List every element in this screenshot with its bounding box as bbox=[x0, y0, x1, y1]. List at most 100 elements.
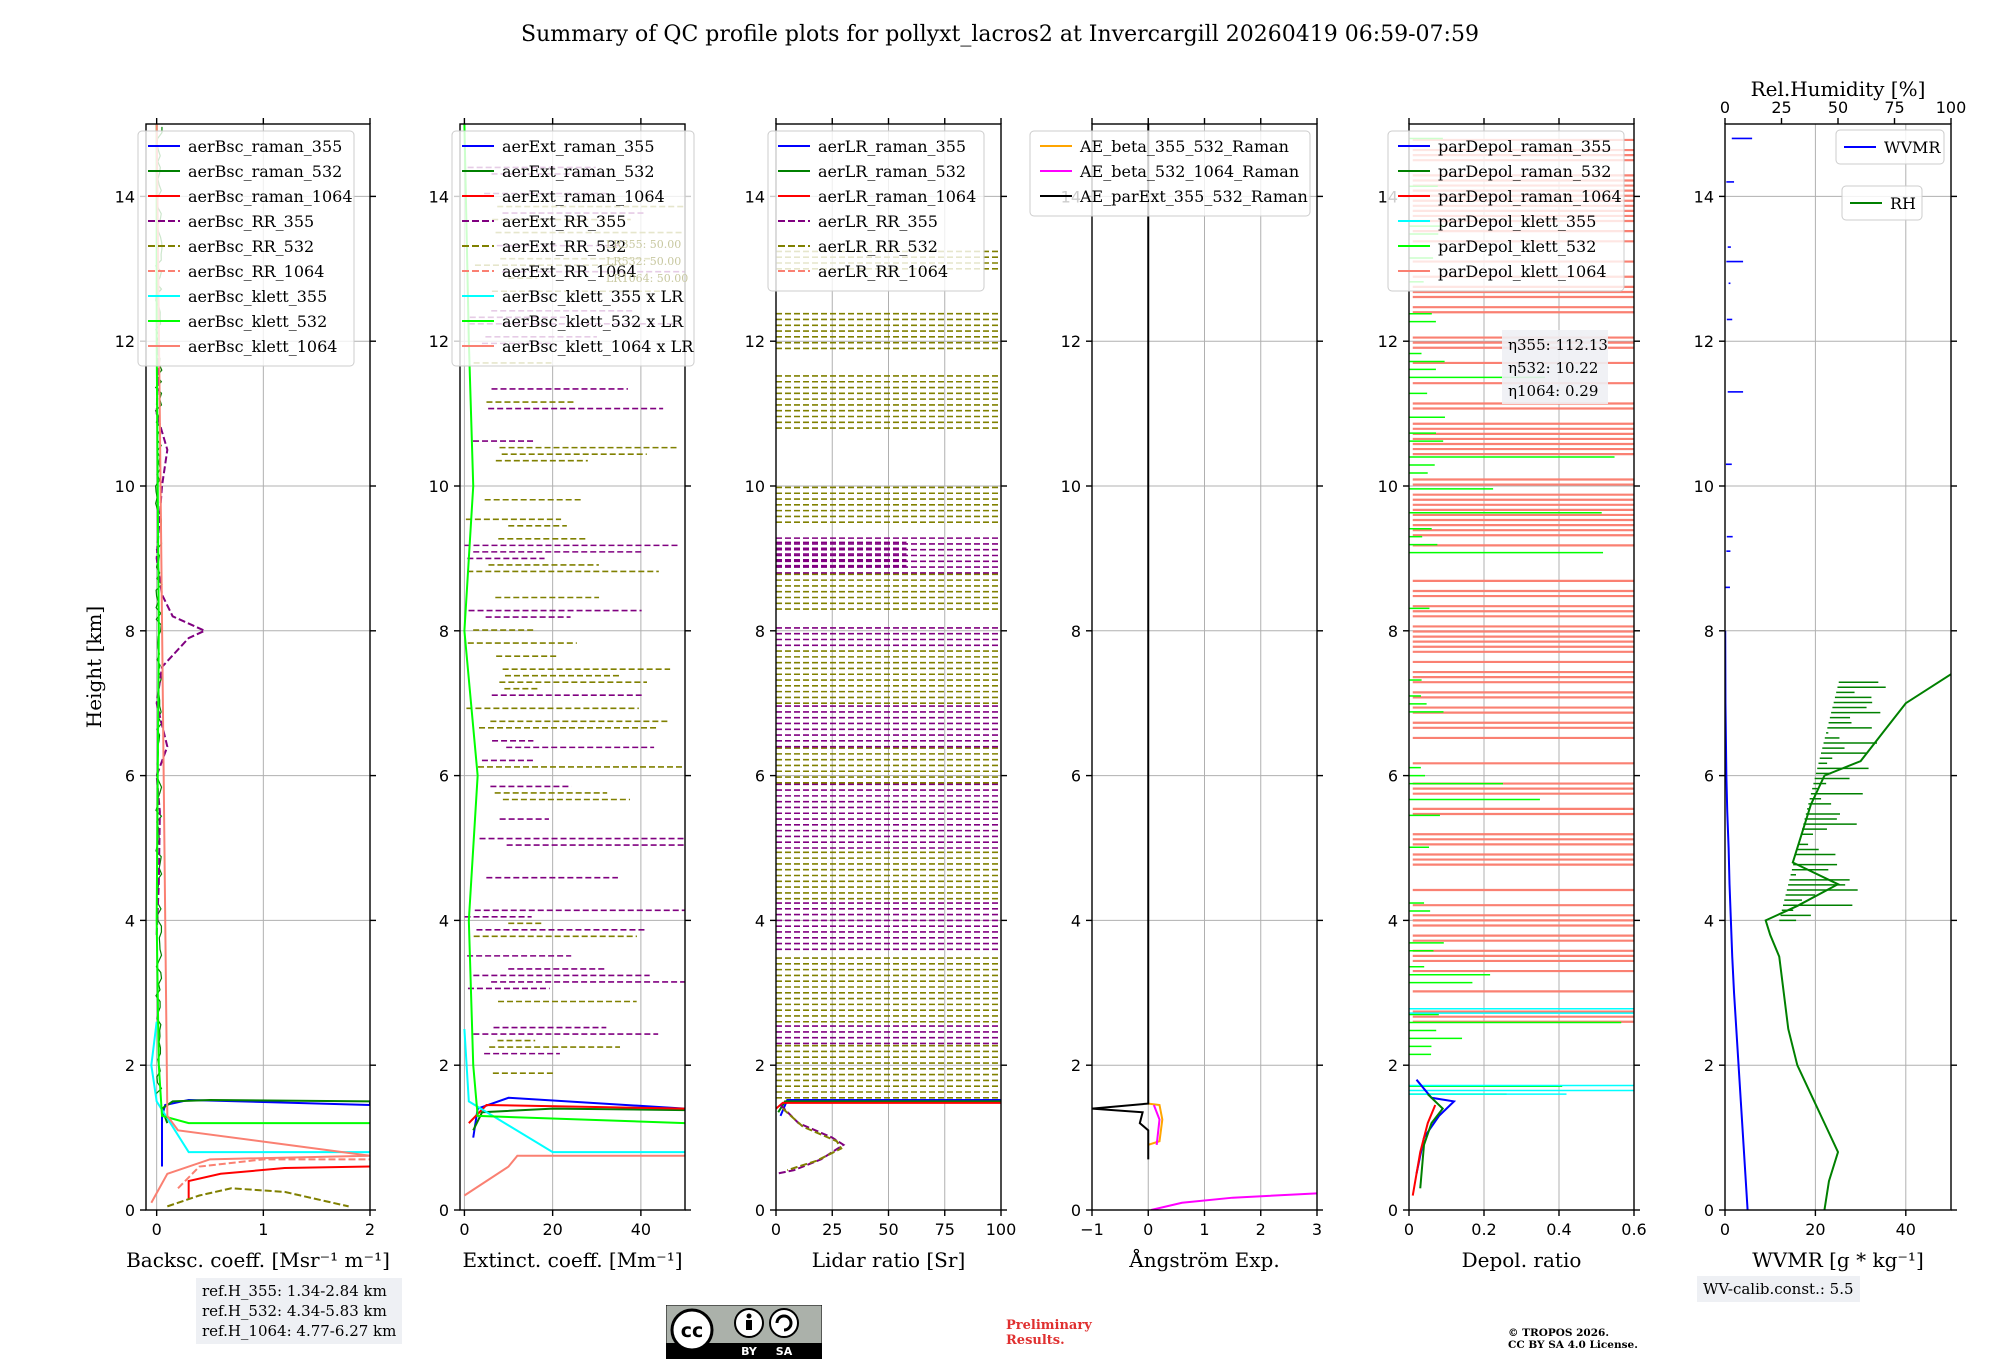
top-x-tick-label: 50 bbox=[1828, 98, 1848, 117]
y-tick-label: 8 bbox=[125, 622, 135, 641]
x-tick-label: 50 bbox=[878, 1220, 898, 1239]
y-tick-label: 0 bbox=[439, 1201, 449, 1220]
legend-label: aerExt_RR_1064 bbox=[502, 262, 637, 281]
copyright-line1: © TROPOS 2026. bbox=[1508, 1327, 1610, 1339]
x-tick-label: 0.6 bbox=[1621, 1220, 1646, 1239]
x-tick-label: 40 bbox=[1896, 1220, 1916, 1239]
cc-by-sa-icon: cc BY SA bbox=[665, 1304, 823, 1360]
reference-height-box: ref.H_355: 1.34-2.84 km ref.H_532: 4.34-5… bbox=[196, 1278, 403, 1344]
legend-label: parDepol_raman_355 bbox=[1438, 137, 1611, 156]
series-aerBsc_raman_1064 bbox=[187, 1165, 370, 1200]
y-tick-label: 12 bbox=[429, 332, 449, 351]
eta-label: η1064: 0.29 bbox=[1508, 382, 1598, 400]
eta-label: η532: 10.22 bbox=[1508, 359, 1598, 377]
series-RH bbox=[1764, 673, 1951, 1210]
x-axis-label: WVMR [g * kg⁻¹] bbox=[1752, 1248, 1924, 1272]
ref-height-1064: ref.H_1064: 4.77-6.27 km bbox=[202, 1322, 397, 1340]
y-tick-label: 6 bbox=[125, 767, 135, 786]
x-axis-label: Backsc. coeff. [Msr⁻¹ m⁻¹] bbox=[126, 1248, 390, 1272]
eta-label: η355: 112.13 bbox=[1508, 336, 1608, 354]
x-tick-label: 0.4 bbox=[1546, 1220, 1571, 1239]
y-tick-label: 6 bbox=[755, 767, 765, 786]
preliminary-note: Preliminary Results. bbox=[1006, 1318, 1092, 1348]
y-tick-label: 0 bbox=[755, 1201, 765, 1220]
legend-bsc: aerBsc_raman_355 aerBsc_raman_532 aerBsc_r… bbox=[137, 130, 355, 367]
lr-label: LR1064: 50.00 bbox=[606, 272, 688, 285]
legend-label: aerExt_raman_1064 bbox=[502, 187, 665, 206]
x-tick-label: 2 bbox=[1256, 1220, 1266, 1239]
series-AE_beta_532_1064_Raman_b bbox=[1152, 1104, 1161, 1145]
series-parDepol_raman_1064 bbox=[1411, 1104, 1437, 1196]
y-tick-label: 2 bbox=[439, 1056, 449, 1075]
legend-label: parDepol_klett_355 bbox=[1438, 212, 1596, 231]
legend-label: aerLR_RR_1064 bbox=[818, 262, 948, 281]
y-tick-label: 8 bbox=[439, 622, 449, 641]
y-tick-label: 10 bbox=[745, 477, 765, 496]
x-tick-label: −1 bbox=[1080, 1220, 1104, 1239]
legend-box bbox=[1835, 129, 1945, 165]
legend-label: aerLR_RR_355 bbox=[818, 212, 938, 231]
legend-label: aerLR_raman_1064 bbox=[818, 187, 976, 206]
y-tick-label: 6 bbox=[1388, 767, 1398, 786]
y-tick-label: 8 bbox=[1388, 622, 1398, 641]
y-tick-label: 14 bbox=[429, 187, 449, 206]
legend-label: aerExt_raman_355 bbox=[502, 137, 655, 156]
cc-by-text: BY bbox=[741, 1345, 758, 1358]
preliminary-line1: Preliminary bbox=[1006, 1318, 1092, 1333]
legend-label: aerBsc_raman_532 bbox=[188, 162, 342, 181]
legend-ext: aerExt_raman_355 aerExt_raman_532 aerExt_r… bbox=[451, 130, 695, 367]
series-aerExt_raman_355 bbox=[472, 1096, 685, 1138]
legend-label: aerBsc_RR_355 bbox=[188, 212, 314, 231]
y-tick-label: 0 bbox=[1071, 1201, 1081, 1220]
y-tick-label: 4 bbox=[755, 911, 765, 930]
series-aerLR_raman_1064 bbox=[776, 1101, 1001, 1110]
series-aerBsc_raman_355 bbox=[161, 1098, 370, 1167]
x-tick-label: 20 bbox=[542, 1220, 562, 1239]
series-AE_beta_532_1064_Raman bbox=[1150, 1192, 1317, 1210]
lr-label: LR355: 50.00 bbox=[606, 238, 681, 251]
legend-label: aerLR_raman_355 bbox=[818, 137, 966, 156]
x-tick-label: 0 bbox=[771, 1220, 781, 1239]
x-axis-label: Extinct. coeff. [Mm⁻¹] bbox=[462, 1248, 682, 1272]
y-tick-label: 2 bbox=[125, 1056, 135, 1075]
y-tick-label: 8 bbox=[1071, 622, 1081, 641]
figure-title: Summary of QC profile plots for pollyxt_… bbox=[521, 22, 1479, 47]
panel-ext: 0 20 40 0 2 4 6 8 10 12 14 Extinct. coeff. [Mm⁻¹] ae… bbox=[429, 118, 695, 1272]
y-tick-label: 10 bbox=[1694, 477, 1714, 496]
y-tick-label: 4 bbox=[125, 911, 135, 930]
y-tick-label: 10 bbox=[1061, 477, 1081, 496]
series-aerLR_raman_532 bbox=[777, 1100, 1001, 1113]
y-tick-label: 6 bbox=[1071, 767, 1081, 786]
y-tick-label: 4 bbox=[1388, 911, 1398, 930]
y-tick-label: 4 bbox=[1071, 911, 1081, 930]
y-tick-label: 2 bbox=[755, 1056, 765, 1075]
top-x-axis-label: Rel.Humidity [%] bbox=[1751, 77, 1926, 101]
plot-area-depol bbox=[1409, 137, 1634, 1196]
series-aerExt_raman_1064 bbox=[468, 1104, 685, 1124]
y-tick-label: 12 bbox=[745, 332, 765, 351]
series-aerLR_raman_355 bbox=[779, 1098, 1001, 1117]
series-aerExt_klett_355xLR bbox=[463, 1028, 685, 1154]
axes-frame bbox=[145, 123, 371, 1211]
x-tick-label: 0 bbox=[459, 1220, 469, 1239]
legend-label: RH bbox=[1890, 194, 1916, 213]
y-tick-label: 12 bbox=[1061, 332, 1081, 351]
y-tick-label: 14 bbox=[745, 187, 765, 206]
axes-frame bbox=[1724, 123, 1952, 1211]
series-aerBsc_klett_1064 bbox=[150, 124, 370, 1204]
legend-label: aerBsc_raman_1064 bbox=[188, 187, 353, 206]
y-tick-label: 2 bbox=[1071, 1056, 1081, 1075]
legend-box bbox=[1029, 130, 1311, 217]
y-tick-label: 4 bbox=[1704, 911, 1714, 930]
x-tick-label: 2 bbox=[365, 1220, 375, 1239]
y-tick-label: 10 bbox=[1378, 477, 1398, 496]
x-tick-label: 0 bbox=[1404, 1220, 1414, 1239]
legend-box bbox=[451, 130, 695, 367]
x-tick-label: 40 bbox=[631, 1220, 651, 1239]
legend-wv: WVMR RH bbox=[1835, 129, 1945, 221]
series-WVMR bbox=[1725, 630, 1749, 1210]
axes-frame bbox=[459, 123, 686, 1211]
x-tick-label: 0 bbox=[1143, 1220, 1153, 1239]
